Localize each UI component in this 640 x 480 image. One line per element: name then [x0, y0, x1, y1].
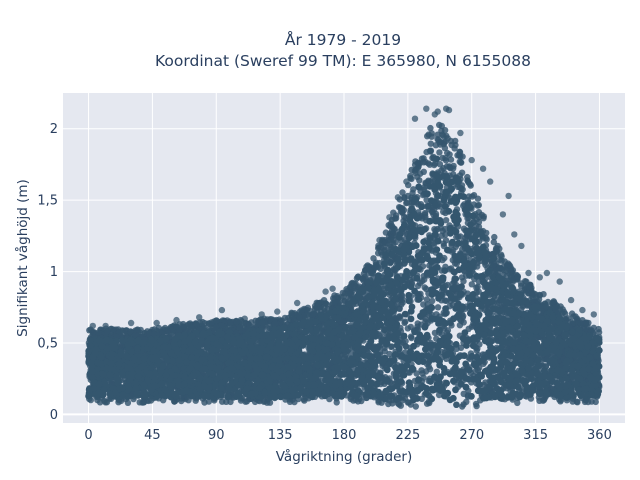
data-point	[436, 149, 443, 156]
data-point	[420, 159, 427, 166]
data-point	[458, 169, 466, 176]
data-point	[568, 310, 576, 317]
data-point	[426, 147, 434, 154]
data-point	[411, 161, 419, 168]
data-point	[490, 238, 497, 246]
data-point	[433, 368, 440, 375]
data-point	[452, 141, 459, 149]
data-point	[446, 151, 453, 158]
data-point	[401, 194, 408, 201]
data-point	[474, 202, 481, 209]
data-point	[370, 255, 377, 262]
data-point	[423, 296, 431, 303]
data-point	[226, 318, 233, 325]
data-point	[259, 319, 266, 327]
data-point	[460, 390, 467, 397]
data-point	[347, 283, 354, 290]
data-point	[134, 326, 141, 333]
data-point	[218, 322, 225, 329]
chart-subtitle: Koordinat (Sweref 99 TM): E 365980, N 61…	[155, 52, 531, 70]
data-point	[285, 314, 292, 322]
data-point	[491, 233, 498, 241]
data-point	[124, 399, 132, 406]
data-point	[442, 237, 450, 244]
data-point	[426, 161, 433, 168]
data-point	[397, 402, 404, 409]
data-point	[439, 227, 446, 235]
data-point	[574, 399, 581, 406]
data-point	[436, 139, 443, 146]
data-point	[434, 131, 441, 138]
data-point	[450, 247, 457, 254]
data-point	[525, 283, 532, 290]
data-point	[427, 124, 434, 132]
data-point	[95, 329, 102, 336]
data-point	[436, 121, 443, 129]
data-point	[388, 227, 396, 234]
data-point	[427, 140, 434, 147]
data-point	[331, 299, 338, 306]
data-point	[456, 148, 464, 156]
data-point	[468, 281, 475, 288]
data-point	[233, 318, 240, 325]
data-point	[416, 177, 423, 184]
data-point	[514, 399, 521, 407]
data-point	[595, 325, 602, 333]
data-point	[536, 292, 544, 299]
data-point	[161, 324, 169, 332]
data-point	[434, 304, 442, 311]
data-point	[585, 319, 592, 327]
data-point	[392, 212, 400, 219]
chart-title: År 1979 - 2019	[285, 30, 401, 49]
data-point	[304, 304, 312, 311]
data-points	[85, 105, 603, 410]
data-point	[518, 280, 525, 287]
data-point	[440, 165, 447, 172]
data-point	[314, 300, 322, 307]
data-point	[542, 303, 550, 310]
data-point	[429, 297, 436, 305]
data-point	[310, 310, 317, 317]
data-point	[423, 400, 431, 407]
data-point	[418, 367, 425, 374]
data-point	[463, 398, 470, 405]
data-point	[474, 283, 481, 290]
data-point	[457, 159, 464, 166]
data-point	[101, 397, 108, 405]
data-point	[478, 211, 485, 219]
